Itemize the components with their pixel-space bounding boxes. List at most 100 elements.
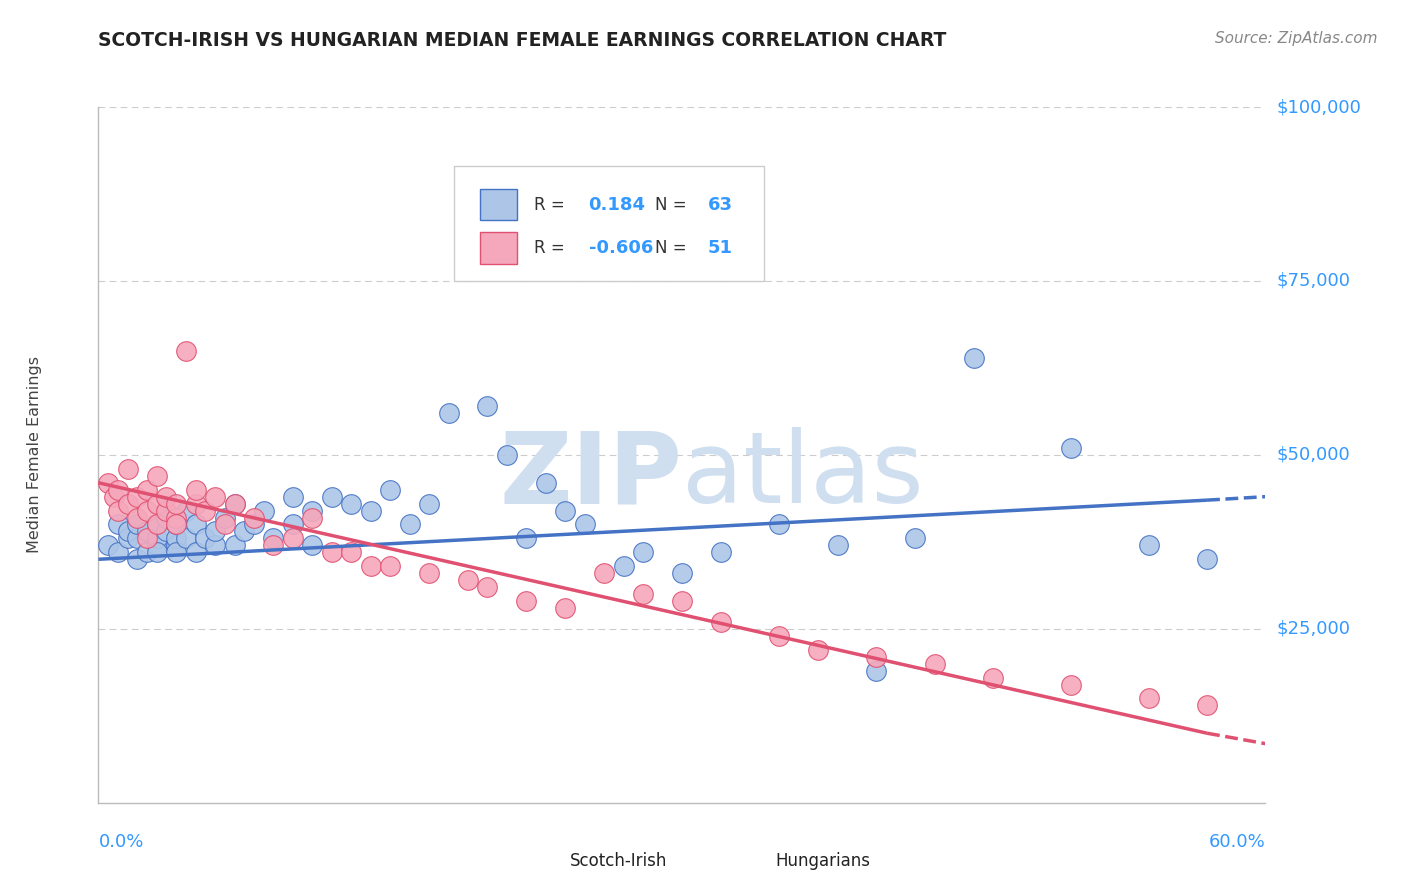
Point bbox=[136, 532, 159, 546]
Point bbox=[146, 532, 169, 546]
Point bbox=[262, 532, 284, 546]
Point bbox=[224, 538, 246, 552]
Point bbox=[418, 497, 440, 511]
Point bbox=[593, 566, 616, 581]
Point bbox=[827, 538, 849, 552]
Point bbox=[117, 524, 139, 539]
Text: R =: R = bbox=[534, 239, 569, 257]
Text: 0.0%: 0.0% bbox=[98, 833, 143, 851]
Point bbox=[378, 559, 402, 574]
Point bbox=[165, 497, 187, 511]
Point bbox=[281, 532, 304, 546]
Text: R =: R = bbox=[534, 196, 569, 214]
Point bbox=[204, 538, 226, 552]
Text: SCOTCH-IRISH VS HUNGARIAN MEDIAN FEMALE EARNINGS CORRELATION CHART: SCOTCH-IRISH VS HUNGARIAN MEDIAN FEMALE … bbox=[98, 31, 946, 50]
Point bbox=[1195, 698, 1218, 713]
Point bbox=[97, 538, 120, 552]
Point bbox=[165, 538, 187, 552]
FancyBboxPatch shape bbox=[734, 847, 768, 876]
Point bbox=[243, 510, 266, 524]
Point bbox=[321, 490, 343, 504]
Point bbox=[146, 468, 169, 483]
Text: $100,000: $100,000 bbox=[1277, 98, 1361, 116]
Text: 63: 63 bbox=[707, 196, 733, 214]
Point bbox=[1195, 552, 1218, 566]
Text: Median Female Earnings: Median Female Earnings bbox=[27, 357, 42, 553]
Point bbox=[136, 503, 159, 517]
Point bbox=[174, 343, 197, 358]
Text: 0.184: 0.184 bbox=[589, 196, 645, 214]
FancyBboxPatch shape bbox=[479, 189, 517, 220]
Point bbox=[710, 615, 733, 629]
Text: -0.606: -0.606 bbox=[589, 239, 652, 257]
Point bbox=[768, 629, 790, 643]
Point bbox=[117, 462, 139, 476]
Point bbox=[437, 406, 460, 420]
Text: ZIP: ZIP bbox=[499, 427, 682, 524]
Point bbox=[301, 510, 323, 524]
Point bbox=[574, 517, 596, 532]
Point bbox=[671, 566, 693, 581]
Point bbox=[321, 545, 343, 559]
Point bbox=[184, 483, 207, 497]
Point bbox=[301, 538, 323, 552]
Point bbox=[1137, 691, 1160, 706]
Point bbox=[117, 497, 139, 511]
Point bbox=[214, 510, 236, 524]
FancyBboxPatch shape bbox=[479, 232, 517, 263]
Point bbox=[418, 566, 440, 581]
Point bbox=[165, 517, 187, 532]
Point bbox=[136, 483, 159, 497]
Point bbox=[253, 503, 276, 517]
Point bbox=[165, 532, 187, 546]
Point bbox=[146, 517, 169, 532]
Point bbox=[127, 490, 149, 504]
Point bbox=[224, 497, 246, 511]
Point bbox=[165, 517, 187, 532]
Point bbox=[301, 503, 323, 517]
Point bbox=[155, 503, 177, 517]
Text: N =: N = bbox=[655, 196, 692, 214]
Point bbox=[136, 545, 159, 559]
Point bbox=[146, 545, 169, 559]
Point bbox=[184, 497, 207, 511]
Point bbox=[174, 503, 197, 517]
Point bbox=[127, 552, 149, 566]
Point bbox=[631, 587, 654, 601]
Text: Source: ZipAtlas.com: Source: ZipAtlas.com bbox=[1215, 31, 1378, 46]
Point bbox=[671, 594, 693, 608]
Point bbox=[174, 532, 197, 546]
Point bbox=[281, 517, 304, 532]
Point bbox=[378, 483, 402, 497]
Point bbox=[534, 475, 557, 490]
Point bbox=[398, 517, 420, 532]
Point bbox=[243, 517, 266, 532]
Text: Hungarians: Hungarians bbox=[775, 852, 870, 871]
Point bbox=[136, 524, 159, 539]
Point bbox=[360, 559, 382, 574]
Point bbox=[146, 538, 169, 552]
Point bbox=[631, 545, 654, 559]
Point bbox=[165, 545, 187, 559]
Point bbox=[194, 503, 217, 517]
Text: $50,000: $50,000 bbox=[1277, 446, 1350, 464]
Point bbox=[340, 545, 363, 559]
Point bbox=[184, 545, 207, 559]
FancyBboxPatch shape bbox=[530, 847, 562, 876]
Point bbox=[924, 657, 946, 671]
Point bbox=[612, 559, 634, 574]
Point bbox=[204, 524, 226, 539]
Point bbox=[495, 448, 517, 462]
Point bbox=[233, 524, 256, 539]
Point bbox=[281, 490, 304, 504]
Point bbox=[515, 594, 537, 608]
Point bbox=[127, 510, 149, 524]
Point bbox=[360, 503, 382, 517]
Text: Scotch-Irish: Scotch-Irish bbox=[569, 852, 668, 871]
Point bbox=[146, 517, 169, 532]
Point bbox=[103, 490, 125, 504]
Point bbox=[97, 475, 120, 490]
Text: 60.0%: 60.0% bbox=[1209, 833, 1265, 851]
Point bbox=[768, 517, 790, 532]
Text: $25,000: $25,000 bbox=[1277, 620, 1351, 638]
